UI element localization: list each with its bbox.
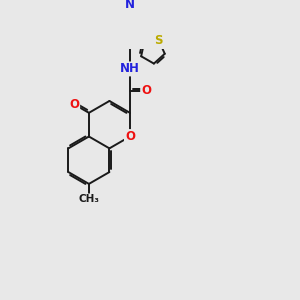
Text: O: O	[69, 98, 79, 111]
Text: NH: NH	[120, 62, 140, 75]
Text: S: S	[154, 34, 163, 47]
Text: O: O	[125, 130, 135, 143]
Text: CH₃: CH₃	[78, 194, 99, 204]
Text: O: O	[141, 84, 151, 98]
Text: N: N	[125, 0, 135, 11]
